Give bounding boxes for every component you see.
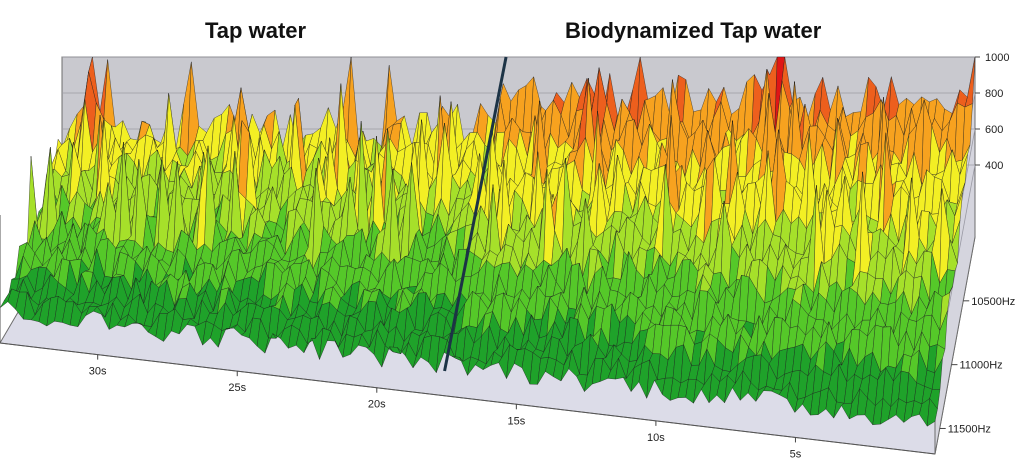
amplitude-tick-label: 1000 (985, 52, 1009, 64)
freq-tick-label: 11000Hz (959, 360, 1002, 372)
time-tick-label: 5s (790, 448, 802, 460)
front-edge (0, 342, 936, 455)
title-tap-water: Tap water (205, 18, 307, 43)
freq-tick-label: 10500Hz (971, 296, 1015, 308)
chart-frame (0, 56, 936, 455)
time-tick-label: 30s (89, 366, 107, 378)
title-biodynamized-tap-water: Biodynamized Tap water (565, 18, 822, 43)
amplitude-tick-label: 400 (985, 160, 1003, 172)
time-tick-label: 20s (368, 399, 386, 411)
surface-mesh (0, 56, 976, 427)
time-tick-label: 25s (228, 382, 246, 394)
freq-tick-label: 11500Hz (948, 423, 991, 435)
axis-ticks: 30s 25s 20s 15s 10s 5s 10500Hz 11000Hz 11500Hz 40… (89, 52, 1015, 460)
divider-line (443, 56, 508, 372)
amplitude-tick-label: 600 (985, 124, 1003, 136)
surface-cell (927, 398, 938, 427)
time-tick-label: 15s (507, 415, 525, 427)
time-tick-label: 10s (647, 432, 665, 444)
amplitude-tick-label: 800 (985, 88, 1003, 100)
